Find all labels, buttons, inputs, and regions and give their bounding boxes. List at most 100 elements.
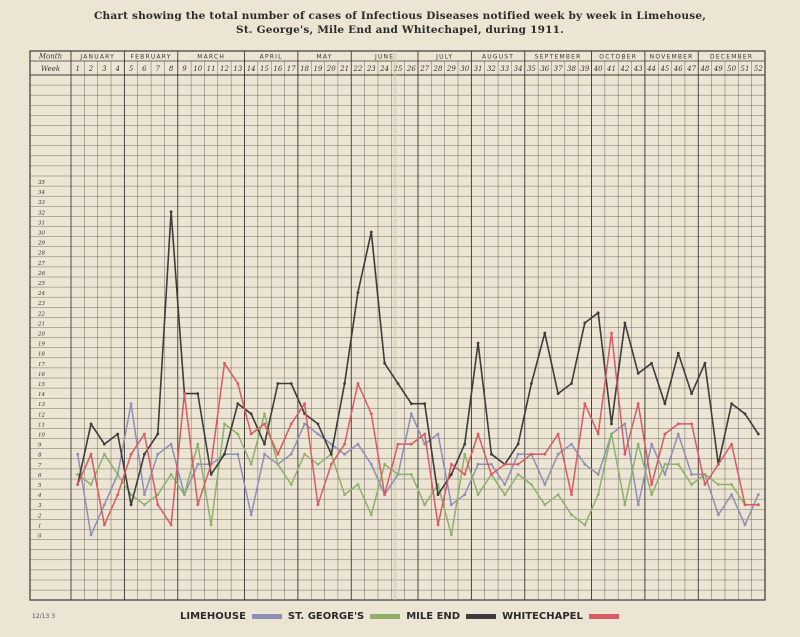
series-st-georges-point xyxy=(556,493,560,496)
week-label: 27 xyxy=(419,65,429,73)
series-limehouse-point xyxy=(543,483,547,486)
series-st-georges-point xyxy=(423,503,427,507)
series-st-georges-point xyxy=(223,422,226,426)
series-whitechapel-point xyxy=(329,462,333,466)
series-mile-end-point xyxy=(743,412,747,416)
series-whitechapel-point xyxy=(183,392,186,395)
week-label: 46 xyxy=(673,65,683,73)
series-whitechapel-point xyxy=(316,503,320,507)
legend: LIMEHOUSE ST. GEORGE'S MILE END WHITECHA… xyxy=(180,611,619,622)
week-label: 41 xyxy=(606,65,616,73)
month-label: FEBRUARY xyxy=(131,54,172,61)
week-label: 9 xyxy=(182,65,187,73)
series-st-georges-point xyxy=(610,432,613,436)
series-st-georges-point xyxy=(703,473,707,476)
series-whitechapel-point xyxy=(610,331,613,335)
y-tick-label: 16 xyxy=(38,372,45,378)
series-whitechapel-point xyxy=(636,402,640,406)
series-mile-end-point xyxy=(223,452,226,456)
series-mile-end-point xyxy=(263,442,266,446)
series-mile-end-point xyxy=(369,230,373,234)
week-label: 13 xyxy=(233,65,242,73)
series-st-georges-point xyxy=(623,503,627,507)
series-limehouse-point xyxy=(329,442,333,446)
series-mile-end-point xyxy=(423,402,427,406)
series-mile-end-point xyxy=(343,382,346,385)
week-label: 35 xyxy=(527,65,536,73)
week-label: 45 xyxy=(659,65,669,73)
series-st-georges-point xyxy=(89,483,93,486)
y-tick-label: 7 xyxy=(38,463,42,469)
series-whitechapel-point xyxy=(743,503,747,507)
y-tick-label: 15 xyxy=(38,382,45,388)
week-label: 11 xyxy=(207,65,216,73)
series-limehouse-point xyxy=(650,442,653,446)
series-st-georges-point xyxy=(690,483,693,486)
series-whitechapel-point xyxy=(623,452,627,456)
week-label: 28 xyxy=(433,65,443,73)
y-tick-label: 31 xyxy=(38,220,45,226)
week-label: 18 xyxy=(300,65,309,73)
month-label: MAY xyxy=(317,54,333,61)
series-st-georges-point xyxy=(636,442,640,446)
week-label: 51 xyxy=(741,65,750,73)
series-whitechapel-point xyxy=(76,483,80,486)
series-mile-end-point xyxy=(610,422,613,426)
series-mile-end-point xyxy=(383,361,387,365)
week-label: 43 xyxy=(633,65,643,73)
series-st-georges-point xyxy=(102,452,106,456)
y-tick-label: 14 xyxy=(38,392,45,398)
series-mile-end-point xyxy=(102,442,106,446)
series-limehouse-point xyxy=(196,462,200,466)
series-limehouse-point xyxy=(249,513,253,517)
legend-label-st-georges: ST. GEORGE'S xyxy=(287,611,365,622)
legend-item-whitechapel: WHITECHAPEL xyxy=(502,611,619,622)
series-whitechapel-point xyxy=(530,452,533,456)
series-whitechapel-point xyxy=(143,432,146,436)
y-tick-label: 3 xyxy=(38,503,42,509)
series-mile-end-point xyxy=(570,382,573,385)
week-label: 44 xyxy=(646,65,656,73)
series-st-georges-point xyxy=(676,462,680,466)
series-whitechapel-point xyxy=(663,432,667,436)
week-label: 1 xyxy=(75,65,79,73)
week-label: 3 xyxy=(102,65,107,73)
legend-swatch-limehouse xyxy=(251,614,282,619)
week-label: 20 xyxy=(326,65,336,73)
series-mile-end-point xyxy=(89,422,93,426)
series-st-georges-point xyxy=(356,483,360,486)
chart-title-line-1: Chart showing the total number of cases … xyxy=(93,10,707,22)
series-mile-end-point xyxy=(676,351,680,355)
series-whitechapel-point xyxy=(436,523,440,527)
series-st-georges-point xyxy=(276,462,280,466)
week-label: 47 xyxy=(686,65,696,73)
series-limehouse-point xyxy=(289,452,293,456)
series-st-georges-point xyxy=(596,493,600,496)
series-limehouse-point xyxy=(303,422,306,426)
series-st-georges-point xyxy=(143,503,146,507)
series-limehouse-point xyxy=(556,452,560,456)
week-label: 40 xyxy=(593,65,603,73)
series-limehouse-line xyxy=(76,402,759,536)
series-limehouse-point xyxy=(102,503,106,507)
series-limehouse-point xyxy=(476,462,480,466)
series-st-georges-point xyxy=(196,442,200,446)
series-limehouse-point xyxy=(503,483,507,486)
series-limehouse-point xyxy=(143,493,146,496)
week-label: 39 xyxy=(580,65,589,73)
month-label: DECEMBER xyxy=(710,54,753,61)
series-limehouse-point xyxy=(676,432,680,436)
series-mile-end-point xyxy=(356,291,360,294)
series-mile-end-point xyxy=(623,321,627,325)
week-label: 24 xyxy=(379,65,389,73)
legend-label-whitechapel: WHITECHAPEL xyxy=(502,611,583,622)
chart-title-line-2: St. George's, Mile End and Whitechapel, … xyxy=(236,24,564,36)
series-st-georges-point xyxy=(530,483,533,486)
series-limehouse-point xyxy=(690,473,693,476)
series-st-georges-point xyxy=(236,432,240,436)
week-label: 49 xyxy=(713,65,723,73)
series-whitechapel-point xyxy=(556,432,560,436)
series-st-georges-point xyxy=(249,462,253,466)
series-whitechapel-point xyxy=(570,493,573,496)
week-label: 38 xyxy=(567,65,576,73)
